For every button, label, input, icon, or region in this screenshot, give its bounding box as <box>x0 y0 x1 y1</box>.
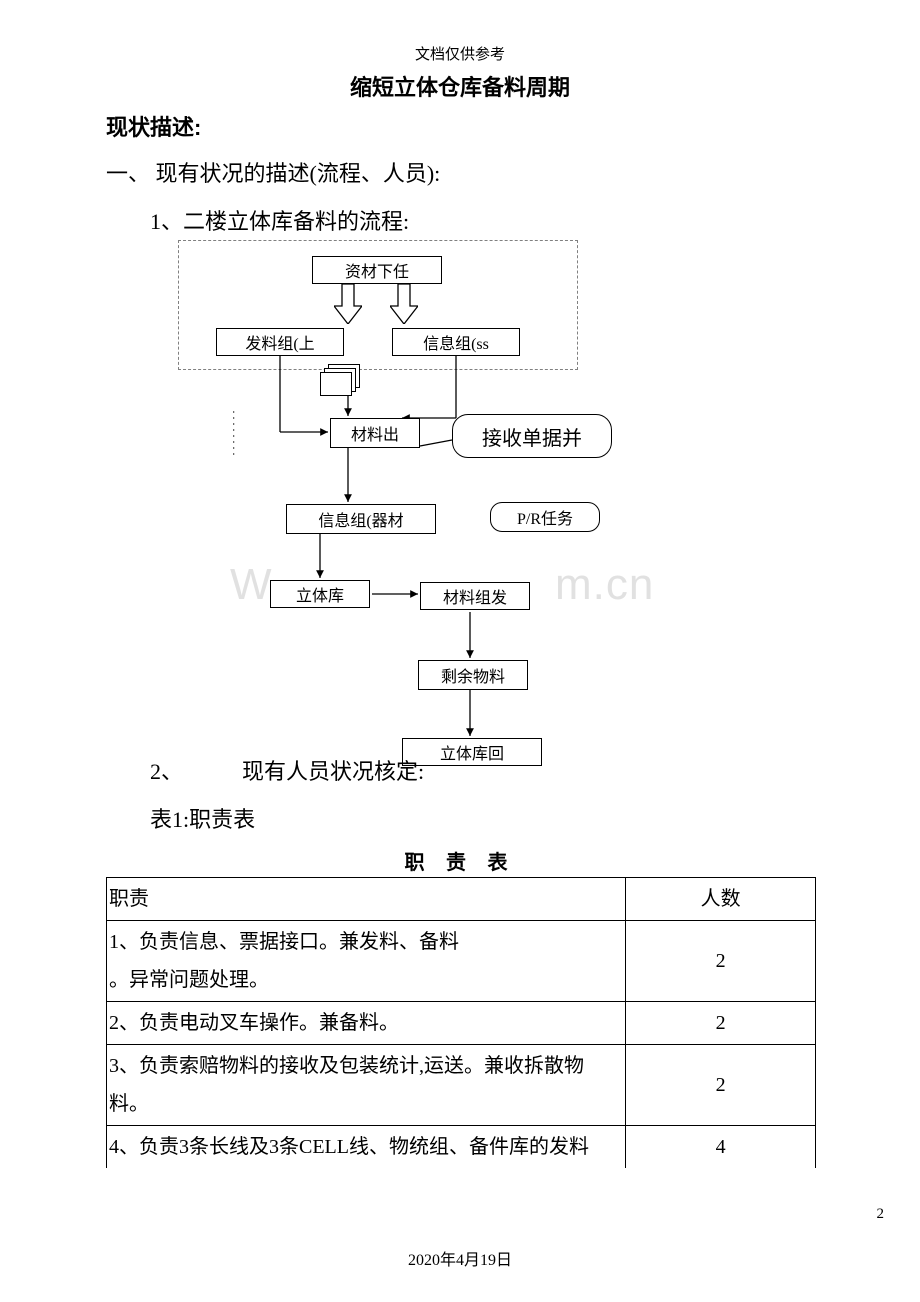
table-row: 2、负责电动叉车操作。兼备料。 2 <box>107 1002 816 1045</box>
footer-date: 2020年4月19日 <box>0 1246 920 1270</box>
table-header-count: 人数 <box>626 878 816 921</box>
table-cell-count: 2 <box>626 921 816 1002</box>
sub-1: 1、二楼立体库备料的流程: <box>150 204 409 236</box>
table-row: 4、负责3条长线及3条CELL线、物统组、备件库的发料 4 <box>107 1126 816 1169</box>
flow-box-mid: 材料出 <box>330 418 420 448</box>
table-title: 职 责 表 <box>0 846 920 875</box>
flow-box-remain: 剩余物料 <box>418 660 528 690</box>
header-note: 文档仅供参考 <box>0 43 920 64</box>
page-number: 2 <box>877 1206 885 1223</box>
item-1: 一、 现有状况的描述(流程、人员): <box>106 156 440 188</box>
sub-2-text: 现有人员状况核定: <box>242 754 424 786</box>
table-cell-duty: 4、负责3条长线及3条CELL线、物统组、备件库的发料 <box>107 1126 626 1169</box>
responsibility-table: 职责 人数 1、负责信息、票据接口。兼发料、备料。异常问题处理。 2 2、负责电… <box>106 877 816 1168</box>
table-cell-duty: 1、负责信息、票据接口。兼发料、备料。异常问题处理。 <box>107 921 626 1002</box>
sub-2-num: 2、 <box>150 754 183 786</box>
flow-vertical-label: ········ <box>226 410 241 458</box>
table-cell-count: 2 <box>626 1045 816 1126</box>
table-cell-duty: 2、负责电动叉车操作。兼备料。 <box>107 1002 626 1045</box>
flow-box-matgroup: 材料组发 <box>420 582 530 610</box>
table-header-duty: 职责 <box>107 878 626 921</box>
flow-box-info2: 信息组(器材 <box>286 504 436 534</box>
table-row: 3、负责索赔物料的接收及包装统计,运送。兼收拆散物料。 2 <box>107 1045 816 1126</box>
flow-callout-1: 接收单据并 <box>452 414 612 458</box>
page-title: 缩短立体仓库备料周期 <box>0 70 920 102</box>
table-cell-duty: 3、负责索赔物料的接收及包装统计,运送。兼收拆散物料。 <box>107 1045 626 1126</box>
table-cell-count: 2 <box>626 1002 816 1045</box>
table-header-row: 职责 人数 <box>107 878 816 921</box>
section-status-heading: 现状描述: <box>106 110 201 142</box>
table-cell-count: 4 <box>626 1126 816 1169</box>
flowchart: 资材下任 发料组(上 信息组(ss <box>170 240 700 770</box>
flow-callout-2: P/R任务 <box>490 502 600 532</box>
table-caption: 表1:职责表 <box>150 802 255 834</box>
table-row: 1、负责信息、票据接口。兼发料、备料。异常问题处理。 2 <box>107 921 816 1002</box>
flow-box-lib: 立体库 <box>270 580 370 608</box>
